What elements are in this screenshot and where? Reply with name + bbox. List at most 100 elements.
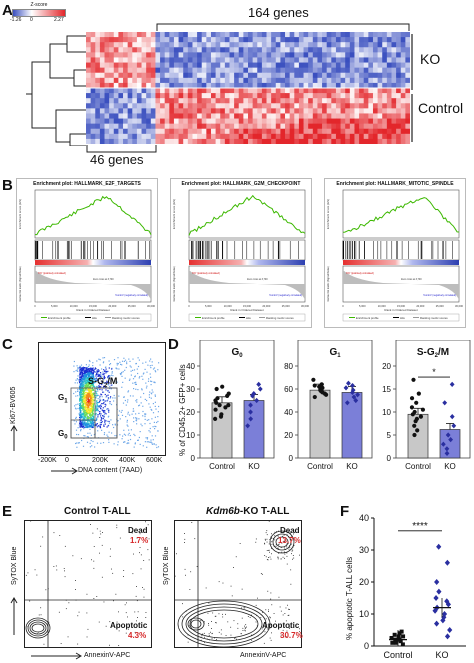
- data-point: [351, 394, 357, 400]
- bar-frame: [199, 340, 275, 459]
- svg-text:Ranking metric scores: Ranking metric scores: [420, 316, 448, 320]
- bar-frame: [395, 340, 471, 459]
- e-ko-ylabel: SyTOX Blue: [163, 546, 170, 585]
- bar-ytick-label: 0: [289, 454, 294, 463]
- bar-ytick-label: 0: [387, 454, 392, 463]
- colorbar-tick-high: 2.27: [54, 17, 64, 23]
- gsea-xtick: 0: [188, 304, 190, 308]
- panel-letter-b: B: [2, 177, 13, 194]
- flow-c-frame: [38, 342, 166, 456]
- data-point: [245, 423, 251, 429]
- e-control-yarrow: [10, 597, 18, 635]
- svg-text:Enrichment profile: Enrichment profile: [356, 316, 379, 320]
- panel-letter-d: D: [168, 336, 179, 353]
- bar-category-label: Control: [307, 462, 333, 471]
- flow-c-xlabel: DNA content (7AAD): [78, 467, 143, 474]
- gsea-plot: Enrichment plot: HALLMARK_E2F_TARGETS 0 5,…: [16, 178, 158, 328]
- e-control-title: Control T-ALL: [64, 506, 131, 517]
- data-point: [444, 446, 450, 452]
- flow-c-gate-sg2m-box: [94, 387, 118, 439]
- e-ko-title-gene: Kdm6b: [206, 506, 240, 517]
- data-point: [213, 416, 218, 421]
- flow-c-gate-g1: G1: [58, 393, 68, 405]
- label-164-genes: 164 genes: [248, 5, 309, 20]
- svg-text:Hits: Hits: [400, 316, 405, 320]
- bar-ytick-label: 5: [387, 431, 392, 440]
- data-point: [444, 633, 451, 640]
- gsea-hits: [342, 239, 460, 261]
- data-point: [311, 377, 316, 382]
- flow-c-xarrow: [51, 467, 78, 475]
- data-point: [312, 383, 317, 388]
- gsea-xtick: 25,000: [282, 304, 290, 308]
- e-ko-apop-label: Apoptotic: [262, 621, 300, 630]
- bar-ytick-label: 30: [186, 385, 195, 394]
- data-point: [414, 400, 419, 405]
- gsea-xtick: 5,000: [205, 304, 212, 308]
- data-point: [256, 381, 262, 387]
- gsea-pos-label: 'KO' (positively correlated): [346, 272, 374, 275]
- bar-chart-1: G1 0 20 40 60 80 Control KO: [284, 340, 373, 471]
- data-point: [434, 620, 440, 627]
- svg-text:Enrichment profile: Enrichment profile: [202, 316, 225, 320]
- gsea-xtick: 10,000: [224, 304, 232, 308]
- gsea-neg-label: 'Control' (negatively correlated): [115, 294, 148, 297]
- data-point: [350, 387, 356, 393]
- panel-letter-f: F: [340, 503, 350, 520]
- gsea-xtick: 20,000: [108, 304, 116, 308]
- gsea-legend: Enrichment profile Hits Ranking metric sco…: [34, 313, 152, 322]
- data-point: [223, 405, 228, 410]
- gsea-es-curve: [35, 195, 152, 236]
- gsea-es-frame: [34, 189, 152, 239]
- data-point: [412, 423, 417, 428]
- data-point: [389, 636, 394, 640]
- gsea-legend: Enrichment profile Hits Ranking metric sco…: [188, 313, 306, 322]
- data-point: [312, 394, 317, 400]
- bar-ytick-label: 20: [186, 408, 195, 417]
- svg-text:Ranking metric scores: Ranking metric scores: [112, 316, 140, 320]
- colorbar-tick-low: -1.26: [10, 17, 22, 23]
- gsea-xtick: 0: [34, 304, 36, 308]
- gsea-xtick: 5,000: [359, 304, 366, 308]
- f-ytick-label: 40: [359, 513, 369, 523]
- gsea-xtick: 25,000: [436, 304, 444, 308]
- bar-ytick-label: 60: [284, 385, 293, 394]
- flow-c-xtick: 0: [65, 457, 69, 464]
- svg-text:Hits: Hits: [92, 316, 97, 320]
- panel-letter-e: E: [2, 503, 13, 520]
- bar-category-label: Control: [405, 462, 431, 471]
- data-point: [447, 627, 453, 633]
- gsea-ylabel-rank: Ranked list metric (Signal2Noise): [327, 266, 330, 302]
- data-point: [397, 631, 402, 636]
- data-point: [409, 396, 415, 401]
- heatmap-cells: [86, 32, 410, 144]
- data-point: [214, 386, 219, 392]
- significance-label: ****: [412, 521, 428, 532]
- gsea-title: Enrichment plot: HALLMARK_G2M_CHECKPOINT: [181, 181, 301, 187]
- gsea-ylabel-es: Enrichment score (ES): [18, 199, 22, 229]
- gsea-title: Enrichment plot: HALLMARK_E2F_TARGETS: [33, 181, 141, 187]
- flow-c-xtick: 600K: [146, 457, 163, 464]
- flow-e-ko-plot: [174, 520, 302, 648]
- group-label-control: Control: [418, 100, 464, 116]
- data-point: [451, 423, 457, 429]
- e-control-dead-pct: 1.7%: [130, 536, 149, 545]
- data-point: [445, 432, 451, 438]
- data-point: [401, 634, 406, 639]
- bar-frame: [297, 340, 373, 459]
- bar-charts-d: G0 0 10 20 30 40 Control KO G1 0 20 40 60 80 Control KO…: [186, 340, 471, 471]
- gsea-rank-colorbar: [189, 260, 305, 265]
- colorbar-title: Z-score: [30, 2, 48, 8]
- data-point: [411, 377, 416, 382]
- data-point: [415, 428, 420, 433]
- data-point: [220, 384, 225, 389]
- data-point: [449, 414, 455, 420]
- e-ko-dead-pct: 13.7%: [278, 536, 301, 545]
- data-point: [399, 629, 404, 634]
- e-ko-xlabel: AnnexinV-APC: [240, 652, 287, 659]
- flow-e-contours: [25, 617, 51, 639]
- flow-c-xtick: -200K: [38, 457, 57, 464]
- bar-ytick-label: 40: [284, 408, 293, 417]
- group-brackets: [411, 34, 413, 142]
- data-point: [436, 588, 442, 595]
